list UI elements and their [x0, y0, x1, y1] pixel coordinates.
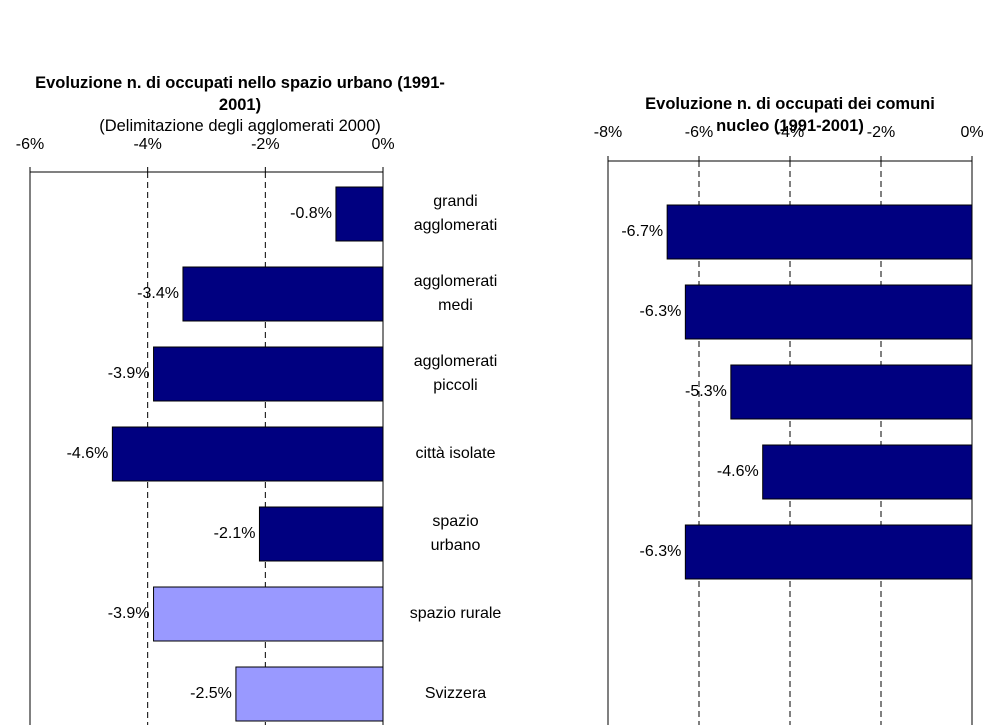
chart-title: Evoluzione n. di occupati nello spazio u…	[35, 74, 445, 114]
x-tick-label: -8%	[594, 124, 622, 141]
value-label: -4.6%	[67, 445, 109, 462]
x-tick-label: -4%	[776, 124, 804, 141]
x-tick-label: -4%	[133, 136, 161, 153]
bar	[153, 346, 384, 402]
bar	[182, 266, 384, 322]
bar	[666, 204, 973, 260]
category-label: agglomerati medi	[413, 273, 498, 314]
category-label: Svizzera	[424, 685, 487, 702]
value-label: -2.1%	[214, 525, 256, 542]
value-label: -4.6%	[717, 463, 759, 480]
value-label: -0.8%	[290, 205, 332, 222]
chart-subtitle: (Delimitazione degli agglomerati 2000)	[99, 117, 381, 135]
category-label: spazio urbano	[430, 513, 481, 554]
x-tick-label: -2%	[251, 136, 279, 153]
category-label: spazio rurale	[409, 605, 502, 622]
bar	[153, 586, 384, 642]
x-tick-label: 0%	[371, 136, 394, 153]
bar	[684, 524, 973, 580]
bar	[235, 666, 384, 722]
value-label: -6.7%	[621, 223, 663, 240]
value-label: -5.3%	[685, 383, 727, 400]
value-label: -2.5%	[190, 685, 232, 702]
x-tick-label: 0%	[960, 124, 983, 141]
bar	[335, 186, 384, 242]
value-label: -3.4%	[137, 285, 179, 302]
chart-title: Evoluzione n. di occupati dei comuni nuc…	[645, 95, 935, 135]
bar	[730, 364, 973, 420]
value-label: -6.3%	[640, 303, 682, 320]
x-tick-label: -6%	[685, 124, 713, 141]
x-tick-label: -6%	[16, 136, 44, 153]
bar	[258, 506, 384, 562]
category-label: grandi agglomerati	[413, 193, 498, 234]
value-label: -6.3%	[640, 543, 682, 560]
value-label: -3.9%	[108, 365, 150, 382]
bar	[684, 284, 973, 340]
bar	[111, 426, 384, 482]
bar	[762, 444, 973, 500]
category-label: città isolate	[415, 445, 496, 462]
value-label: -3.9%	[108, 605, 150, 622]
x-tick-label: -2%	[867, 124, 895, 141]
category-label: agglomerati piccoli	[413, 353, 498, 394]
